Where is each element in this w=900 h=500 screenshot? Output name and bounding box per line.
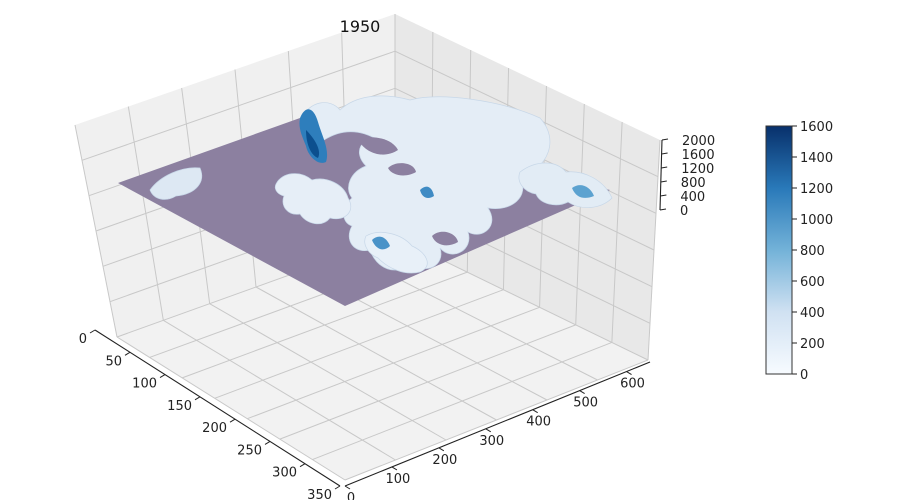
z-tick-label: 400 bbox=[680, 190, 705, 205]
colorbar-tick-label: 1000 bbox=[800, 213, 833, 228]
surface-hole-2 bbox=[388, 163, 416, 176]
z-tick-mark bbox=[661, 152, 668, 155]
colorbar: 0 200 400 600 800 1000 1200 1400 1600 bbox=[765, 120, 833, 383]
colorbar-ticks: 0 200 400 600 800 1000 1200 1400 1600 bbox=[792, 120, 833, 383]
surface-regions bbox=[149, 95, 613, 274]
x-tick-label: 100 bbox=[132, 377, 157, 392]
x-tick-mark bbox=[194, 396, 201, 401]
surface-peak-south bbox=[372, 236, 390, 250]
x-tick-mark bbox=[229, 418, 236, 423]
surface-hole-3 bbox=[432, 231, 458, 246]
z-tick-mark bbox=[661, 166, 668, 169]
x-tick-label: 0 bbox=[79, 332, 87, 347]
x-tick-label: 50 bbox=[105, 354, 122, 369]
floor-pane bbox=[117, 237, 648, 480]
surface-region-northwest bbox=[299, 95, 551, 271]
y-tick-mark bbox=[579, 390, 585, 395]
colorbar-gradient bbox=[765, 125, 793, 375]
surface-peak-ridge-shade bbox=[306, 130, 320, 158]
colorbar-tick-label: 0 bbox=[800, 368, 808, 383]
x-tick-mark bbox=[159, 374, 166, 379]
y-tick-label: 400 bbox=[526, 415, 551, 430]
x-tick-mark bbox=[124, 351, 131, 356]
z-tick-label: 0 bbox=[680, 204, 688, 219]
surface-region-west-island bbox=[149, 167, 202, 200]
y-tick-mark bbox=[485, 428, 492, 433]
y-tick-mark bbox=[626, 371, 632, 375]
z-tick-mark bbox=[660, 180, 667, 183]
chart-title: 1950 bbox=[340, 17, 381, 36]
x-tick-mark bbox=[264, 440, 271, 445]
colorbar-tick-label: 1400 bbox=[800, 151, 833, 166]
surface-peak-center bbox=[420, 186, 434, 198]
floor-grid-line bbox=[209, 303, 447, 441]
colorbar-tick-label: 200 bbox=[800, 337, 825, 352]
surface-hole-1 bbox=[358, 137, 398, 155]
y-axis-line bbox=[344, 361, 651, 487]
y-tick-label: 500 bbox=[573, 396, 598, 411]
x-axis-ticks: 0 50 100 150 200 250 300 350 bbox=[79, 329, 341, 500]
x-tick-mark bbox=[334, 485, 341, 490]
x-tick-label: 300 bbox=[272, 466, 297, 481]
z-tick-label: 2000 bbox=[682, 134, 715, 149]
colorbar-tick-label: 600 bbox=[800, 275, 825, 290]
colorbar-tick-label: 1600 bbox=[800, 120, 833, 135]
floor-grid-line bbox=[116, 336, 346, 481]
x-tick-label: 250 bbox=[237, 443, 262, 458]
z-tick-label: 800 bbox=[681, 176, 706, 191]
y-tick-mark bbox=[532, 409, 538, 414]
colorbar-tick-label: 400 bbox=[800, 306, 825, 321]
y-tick-label: 600 bbox=[620, 377, 645, 392]
z-tick-label: 1600 bbox=[682, 148, 715, 163]
surface-peak-ridge bbox=[299, 109, 328, 163]
x-tick-mark bbox=[89, 329, 96, 334]
floor-grid-line bbox=[163, 319, 396, 461]
z-tick-mark bbox=[661, 138, 669, 141]
y-axis-ticks: 0 100 200 300 400 500 600 bbox=[344, 371, 645, 500]
colorbar-tick-label: 800 bbox=[800, 244, 825, 259]
surface-region-center bbox=[274, 173, 352, 225]
z-tick-mark bbox=[659, 208, 667, 211]
y-tick-label: 300 bbox=[479, 434, 504, 449]
y-tick-mark bbox=[344, 485, 351, 490]
y-tick-mark bbox=[438, 447, 445, 452]
x-tick-mark bbox=[299, 463, 306, 468]
y-tick-label: 200 bbox=[432, 453, 457, 468]
axis-edges bbox=[94, 139, 663, 487]
colorbar-tick-label: 1200 bbox=[800, 182, 833, 197]
x-tick-label: 150 bbox=[167, 399, 192, 414]
z-tick-mark bbox=[660, 194, 667, 197]
z-axis-line bbox=[659, 139, 663, 211]
y-tick-mark bbox=[391, 466, 398, 471]
x-tick-label: 200 bbox=[202, 421, 227, 436]
y-tick-label: 100 bbox=[386, 472, 411, 487]
y-tick-label: 0 bbox=[347, 491, 355, 500]
x-axis-line bbox=[94, 329, 341, 487]
floor-grid-line bbox=[255, 286, 497, 421]
z-tick-label: 1200 bbox=[681, 162, 714, 177]
surface-peak-east bbox=[572, 185, 594, 198]
x-tick-label: 350 bbox=[307, 488, 332, 500]
left-pane-grid-line bbox=[81, 50, 396, 161]
